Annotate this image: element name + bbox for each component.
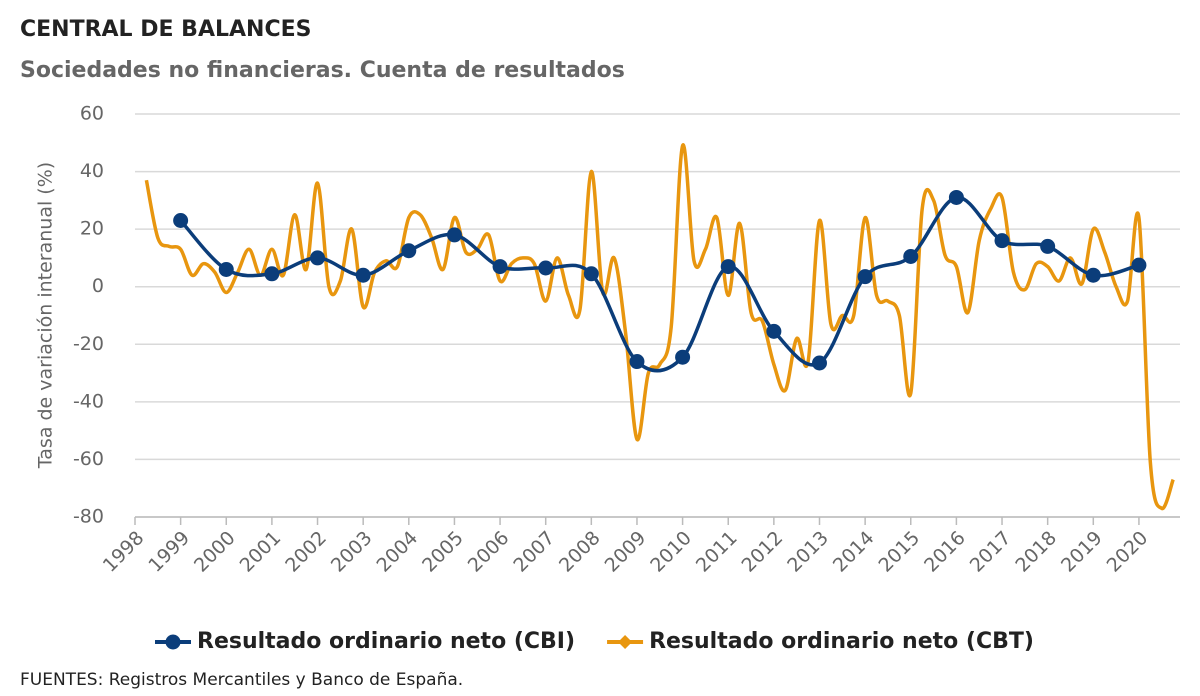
y-tick-label: 0 <box>92 275 104 297</box>
data-point <box>538 260 554 276</box>
x-tick-label: 1998 <box>99 527 149 577</box>
x-tick-label: 2002 <box>281 527 331 577</box>
data-point <box>903 248 919 264</box>
x-tick-label: 2016 <box>920 527 970 577</box>
x-tick-label: 2001 <box>236 527 286 577</box>
data-point <box>218 261 234 277</box>
y-tick-label: -20 <box>73 333 104 355</box>
x-tick-label: 2006 <box>464 527 514 577</box>
data-point <box>310 250 326 266</box>
legend-marker <box>618 635 633 649</box>
x-tick-label: 2015 <box>874 527 924 577</box>
data-point <box>264 266 280 282</box>
x-tick-label: 2019 <box>1057 527 1107 577</box>
legend-label: Resultado ordinario neto (CBT) <box>649 629 1034 654</box>
x-tick-label: 2000 <box>190 527 240 577</box>
x-tick-label: 2017 <box>966 527 1016 577</box>
x-tick-label: 2012 <box>738 527 788 577</box>
x-tick-label: 1999 <box>144 527 194 577</box>
x-tick-label: 2008 <box>555 527 605 577</box>
y-tick-label: 60 <box>80 103 104 125</box>
data-point <box>720 259 736 275</box>
y-tick-label: -60 <box>73 448 104 470</box>
data-point <box>492 259 508 275</box>
data-point <box>766 323 782 339</box>
legend-label: Resultado ordinario neto (CBI) <box>197 629 575 654</box>
x-tick-label: 2005 <box>418 527 468 577</box>
y-tick-label: -40 <box>73 390 104 412</box>
data-point <box>446 227 462 243</box>
data-point <box>675 349 691 365</box>
data-point <box>583 266 599 282</box>
line-series <box>144 143 1175 511</box>
y-tick-label: 40 <box>80 160 104 182</box>
data-point <box>629 354 645 370</box>
x-tick-label: 2014 <box>829 527 879 577</box>
data-point <box>811 355 827 371</box>
chart-title: CENTRAL DE BALANCES <box>20 17 311 42</box>
data-point <box>401 243 417 259</box>
data-point <box>948 189 964 205</box>
data-point <box>1131 257 1147 273</box>
data-point <box>994 233 1010 249</box>
source-note: FUENTES: Registros Mercantiles y Banco d… <box>20 670 463 690</box>
x-tick-label: 2013 <box>783 527 833 577</box>
data-point <box>1085 267 1101 283</box>
x-tick-label: 2004 <box>372 527 422 577</box>
y-tick-label: 20 <box>80 218 104 240</box>
data-point <box>1040 238 1056 254</box>
data-point <box>857 269 873 285</box>
x-tick-label: 2010 <box>646 527 696 577</box>
chart-subtitle: Sociedades no financieras. Cuenta de res… <box>20 58 625 83</box>
y-axis-label: Tasa de variación interanual (%) <box>35 162 57 469</box>
x-tick-label: 2020 <box>1103 527 1153 577</box>
x-tick-label: 2011 <box>692 527 742 577</box>
y-tick-label: -80 <box>73 506 104 528</box>
data-point <box>355 267 371 283</box>
legend-marker <box>165 634 181 650</box>
x-tick-label: 2018 <box>1011 527 1061 577</box>
x-tick-label: 2009 <box>601 527 651 577</box>
x-tick-label: 2003 <box>327 527 377 577</box>
x-tick-label: 2007 <box>509 527 559 577</box>
data-point <box>173 213 189 229</box>
